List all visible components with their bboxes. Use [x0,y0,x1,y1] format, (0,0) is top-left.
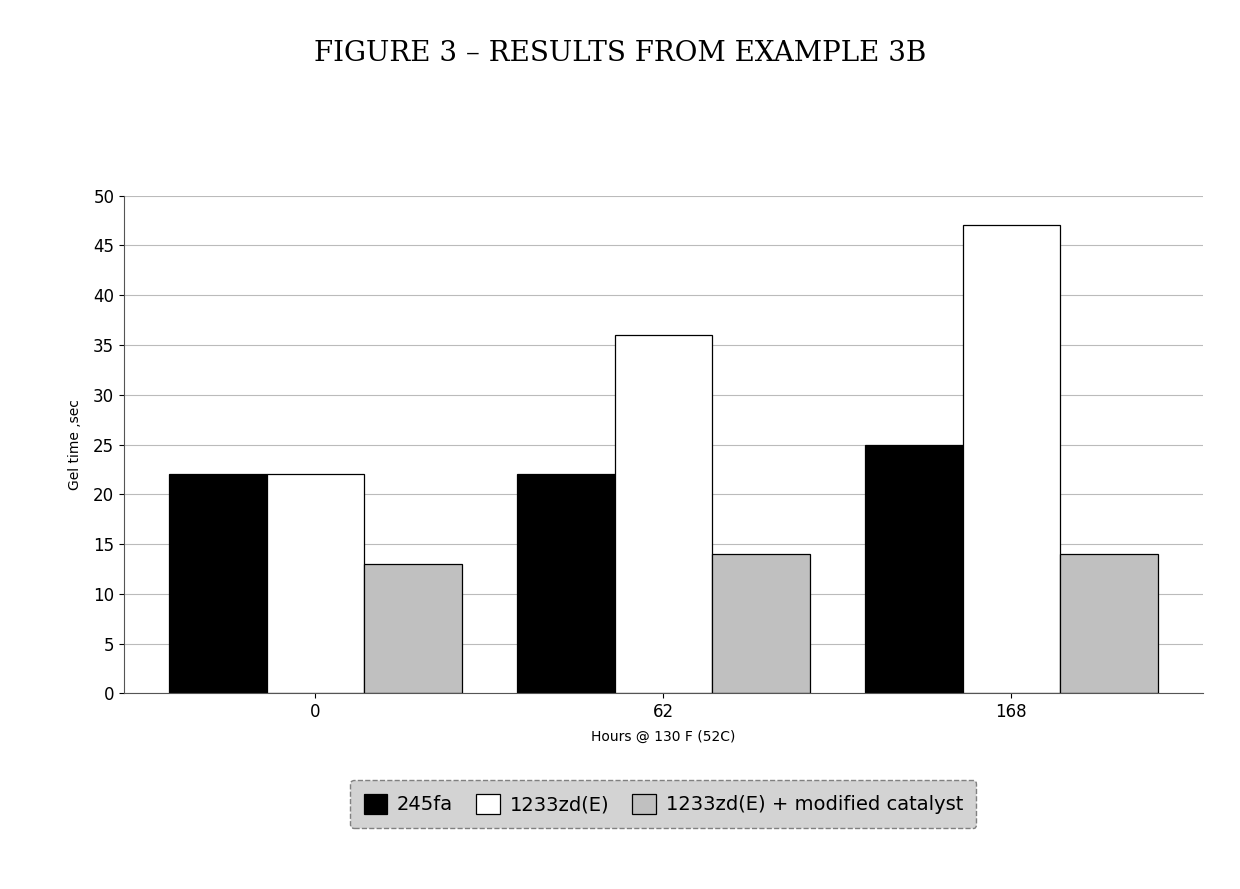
Bar [1060,554,1158,693]
Bar [615,335,712,693]
X-axis label: Hours @ 130 F (52C): Hours @ 130 F (52C) [591,730,735,743]
Bar [712,554,810,693]
Bar [517,475,615,693]
Bar [267,475,365,693]
Legend: 245fa, 1233zd(E), 1233zd(E) + modified catalyst: 245fa, 1233zd(E), 1233zd(E) + modified c… [351,781,976,828]
Bar [365,564,461,693]
Bar [866,444,962,693]
Bar [169,475,267,693]
Text: FIGURE 3 – RESULTS FROM EXAMPLE 3B: FIGURE 3 – RESULTS FROM EXAMPLE 3B [314,40,926,67]
Bar [962,226,1060,693]
Y-axis label: Gel time ,sec: Gel time ,sec [68,399,82,490]
